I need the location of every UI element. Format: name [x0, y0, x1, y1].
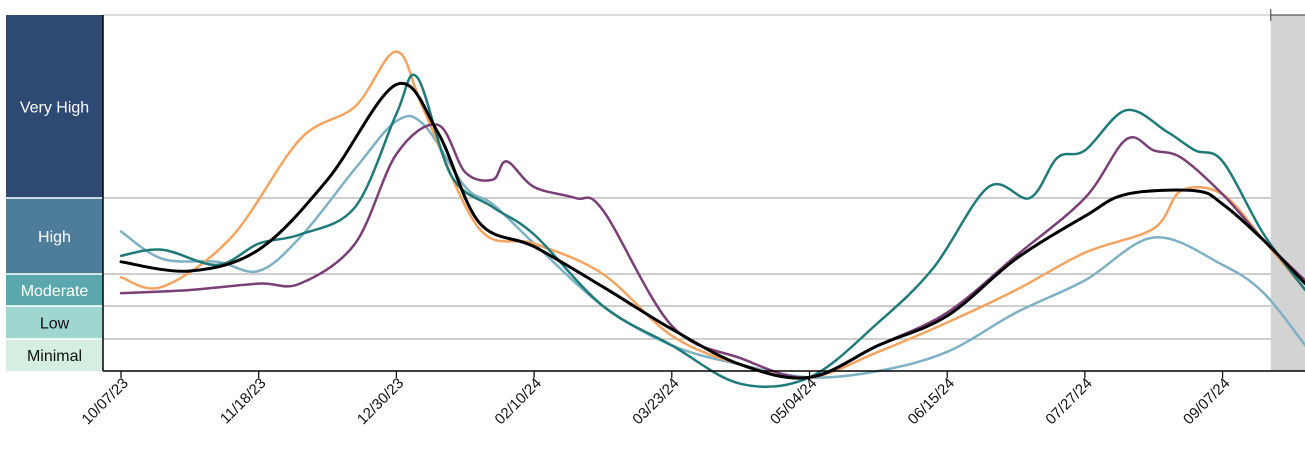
level-label: Minimal	[27, 348, 82, 365]
level-band-very-high	[6, 15, 103, 198]
level-label: Low	[40, 316, 70, 333]
x-tick-label: 02/10/24	[492, 375, 545, 428]
series-line-4	[119, 114, 1305, 379]
level-band-low	[6, 306, 103, 339]
incomplete-data-shading	[1270, 15, 1305, 371]
level-label: High	[38, 229, 71, 246]
level-band-high	[6, 198, 103, 274]
x-tick-label: 11/18/23	[217, 375, 270, 428]
x-axis: 10/07/23 11/18/23 12/30/23 02/10/24 03/23/24…	[79, 370, 1305, 428]
x-tick-label: 12/30/23	[354, 375, 407, 428]
series-lines	[119, 50, 1305, 389]
level-gridlines	[102, 14, 1305, 371]
series-line-0	[119, 81, 1305, 380]
level-band-moderate	[6, 274, 103, 306]
series-line-3	[119, 73, 1305, 389]
level-label: Very High	[20, 100, 89, 117]
level-band-minimal	[6, 339, 103, 371]
shaded-region	[1270, 9, 1305, 371]
x-tick-label: 06/15/24	[905, 375, 958, 428]
x-tick-label: 09/07/24	[1180, 375, 1233, 428]
x-tick-label: 03/23/24	[629, 375, 682, 428]
x-tick-label: 07/27/24	[1042, 375, 1095, 428]
series-line-2	[119, 123, 1305, 379]
series-line-1	[119, 50, 1305, 379]
x-tick-label: 10/07/23	[79, 375, 132, 428]
level-bands: Very High High Moderate Low Minimal	[6, 15, 103, 371]
level-label: Moderate	[21, 283, 89, 300]
